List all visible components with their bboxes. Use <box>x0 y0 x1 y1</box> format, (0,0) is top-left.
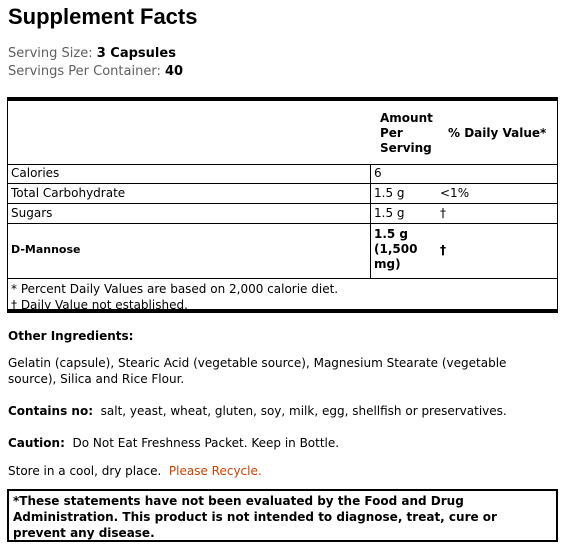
table-row: Sugars 1.5 g † <box>8 204 557 224</box>
storage-note: Store in a cool, dry place. Please Recyc… <box>8 463 553 479</box>
nutrient-dv: <1% <box>440 186 470 200</box>
amount-per-serving-header: Amount Per Serving <box>380 111 433 155</box>
table-row: Calories 6 <box>8 164 557 184</box>
serving-size: Serving Size: 3 Capsules <box>8 46 176 61</box>
serving-size-value: 3 Capsules <box>96 46 176 61</box>
nutrient-amount: 1.5 g <box>374 206 405 220</box>
table-footnotes: * Percent Daily Values are based on 2,00… <box>11 281 338 313</box>
table-row: Total Carbohydrate 1.5 g <1% <box>8 184 557 204</box>
storage-text: Store in a cool, dry place. <box>8 464 162 478</box>
supplement-facts-table: Amount Per Serving % Daily Value* Calori… <box>7 97 558 313</box>
column-divider <box>370 164 371 278</box>
caution: Caution: Do Not Eat Freshness Packet. Ke… <box>8 435 553 451</box>
nutrient-amount: 6 <box>374 166 382 180</box>
servings-per-container: Servings Per Container: 40 <box>8 64 183 79</box>
nutrient-dv: † <box>440 243 446 257</box>
caution-label: Caution: <box>8 436 65 450</box>
nutrient-name: D-Mannose <box>11 243 81 256</box>
footnote-dagger: † Daily Value not established. <box>11 298 188 312</box>
contains-no-label: Contains no: <box>8 404 93 418</box>
recycle-note: Please Recycle. <box>168 464 262 478</box>
fda-disclaimer: *These statements have not been evaluate… <box>7 489 558 542</box>
other-ingredients-text: Gelatin (capsule), Stearic Acid (vegetab… <box>8 356 507 386</box>
servings-per-container-label: Servings Per Container: <box>8 64 161 79</box>
nutrient-dv: † <box>440 206 446 220</box>
nutrient-amount: 1.5 g (1,500 mg) <box>374 227 418 271</box>
daily-value-header: % Daily Value* <box>448 126 547 140</box>
other-ingredients-heading: Other Ingredients: <box>8 328 553 344</box>
nutrient-name: Calories <box>11 166 60 180</box>
serving-size-label: Serving Size: <box>8 46 93 61</box>
table-header: Amount Per Serving % Daily Value* <box>8 101 557 165</box>
other-ingredients-label: Other Ingredients: <box>8 329 134 343</box>
contains-no-text: salt, yeast, wheat, gluten, soy, milk, e… <box>100 404 507 418</box>
nutrient-name: Total Carbohydrate <box>11 186 126 200</box>
servings-per-container-value: 40 <box>164 64 184 79</box>
caution-text: Do Not Eat Freshness Packet. Keep in Bot… <box>72 436 340 450</box>
footnote-percent-dv: * Percent Daily Values are based on 2,00… <box>11 282 339 296</box>
table-row: D-Mannose 1.5 g (1,500 mg) † <box>8 224 557 279</box>
nutrient-name: Sugars <box>11 206 53 220</box>
contains-no: Contains no: salt, yeast, wheat, gluten,… <box>8 403 553 419</box>
nutrient-amount: 1.5 g <box>374 186 405 200</box>
page-title: Supplement Facts <box>8 4 198 29</box>
